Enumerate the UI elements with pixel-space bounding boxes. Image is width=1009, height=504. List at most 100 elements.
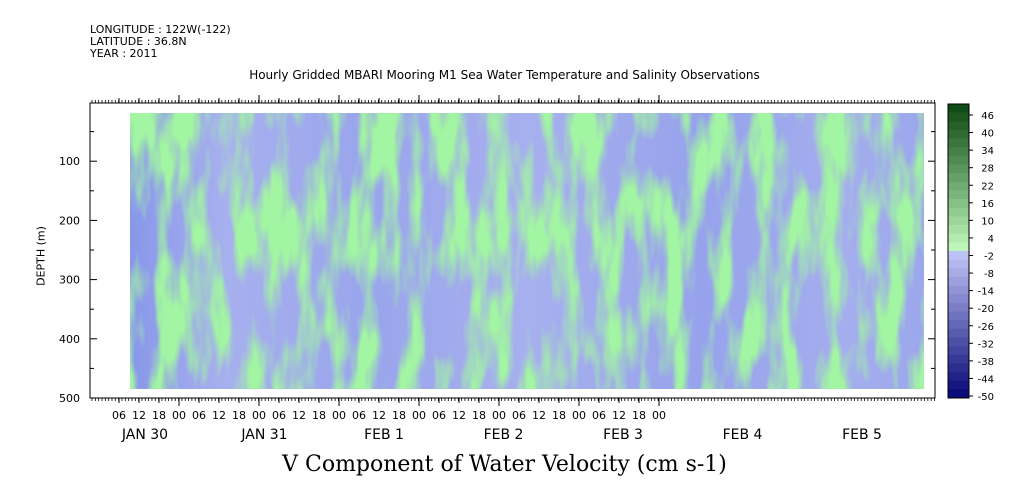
colorbar-label: -38	[978, 357, 994, 368]
x-hour-label: 06	[192, 409, 206, 422]
colorbar-label: 16	[981, 199, 994, 210]
colorbar-bin	[948, 311, 969, 321]
colorbar-bin	[948, 155, 969, 165]
colorbar-label: 22	[981, 181, 994, 192]
colorbar-bin	[948, 302, 969, 312]
colorbar-label: 46	[981, 111, 994, 122]
x-hour-label: 00	[572, 409, 586, 422]
x-hour-labels: 06 12 18 00 06 12 18 00 06 12 18 00 06 12 18 00 06 12 18 00…	[112, 409, 666, 422]
colorbar-label: -26	[978, 322, 994, 333]
colorbar-label: -2	[984, 252, 994, 263]
y-tick-label: 300	[59, 274, 80, 287]
colorbar: 46 40 34 28 22 16 10 4 -2 -8 -14 -20 -26 -32 -38 -44 -50	[947, 103, 994, 403]
x-day-label: FEB 5	[842, 427, 882, 443]
colorbar-bin	[948, 328, 969, 338]
x-hour-label: 00	[332, 409, 346, 422]
x-hour-label: 06	[352, 409, 366, 422]
colorbar-bin	[948, 320, 969, 330]
x-hour-label: 06	[592, 409, 606, 422]
colorbar-label: -32	[978, 339, 994, 350]
colorbar-bin	[948, 181, 969, 191]
colorbar-label: -44	[978, 374, 994, 385]
colorbar-bin	[948, 251, 969, 260]
x-hour-label: 12	[212, 409, 226, 422]
x-hour-label: 06	[432, 409, 446, 422]
colorbar-bin	[948, 285, 969, 295]
colorbar-bin	[948, 380, 969, 390]
colorbar-bin	[948, 112, 969, 122]
colorbar-bin	[948, 337, 969, 347]
colorbar-label: 40	[981, 129, 994, 140]
colorbar-label: 28	[981, 164, 994, 175]
x-hour-label: 00	[252, 409, 266, 422]
colorbar-bin	[948, 346, 969, 356]
colorbar-bin	[948, 138, 969, 148]
y-tick-labels: 100 200 300 400 500	[59, 155, 80, 405]
colorbar-frame	[947, 103, 970, 399]
latitude-text: LATITUDE : 36.8N	[90, 35, 187, 48]
colorbar-label: -8	[984, 269, 994, 280]
x-hour-label: 12	[452, 409, 466, 422]
colorbar-bin	[948, 147, 969, 157]
colorbar-bin	[948, 216, 969, 226]
year-text: YEAR : 2011	[90, 47, 158, 60]
x-hour-label: 18	[312, 409, 326, 422]
x-day-label: FEB 2	[484, 427, 524, 443]
x-hour-label: 00	[412, 409, 426, 422]
colorbar-bin	[948, 268, 969, 278]
colorbar-label: -50	[978, 392, 994, 403]
x-hour-label: 12	[132, 409, 146, 422]
x-hour-label: 18	[392, 409, 406, 422]
x-hour-label: 18	[552, 409, 566, 422]
axis-ticks	[90, 95, 935, 406]
colorbar-bin	[948, 104, 969, 113]
x-day-label: JAN 30	[121, 427, 168, 443]
x-day-label: FEB 4	[723, 427, 763, 443]
colorbar-bin	[948, 121, 969, 131]
colorbar-bin	[948, 363, 969, 373]
x-hour-label: 18	[472, 409, 486, 422]
x-hour-label: 12	[612, 409, 626, 422]
colorbar-bin	[948, 259, 969, 269]
colorbar-label: 34	[981, 146, 994, 157]
positive-velocity-regions	[130, 113, 924, 389]
x-day-label: FEB 1	[364, 427, 404, 443]
colorbar-bin	[948, 276, 969, 286]
x-hour-label: 06	[112, 409, 126, 422]
colorbar-bin	[948, 242, 969, 252]
x-hour-label: 18	[152, 409, 166, 422]
colorbar-bin	[948, 225, 969, 235]
x-day-label: JAN 31	[240, 427, 287, 443]
x-hour-label: 18	[232, 409, 246, 422]
longitude-text: LONGITUDE : 122W(-122)	[90, 23, 231, 36]
colorbar-bin	[948, 199, 969, 209]
x-day-labels: JAN 30 JAN 31 FEB 1 FEB 2 FEB 3 FEB 4 FEB 5	[121, 427, 882, 443]
y-tick-label: 500	[59, 392, 80, 405]
colorbar-bin	[948, 190, 969, 200]
y-tick-label: 200	[59, 214, 80, 227]
colorbar-label: -20	[978, 304, 994, 315]
x-hour-label: 06	[272, 409, 286, 422]
colorbar-bin	[948, 207, 969, 217]
colorbar-label: 10	[981, 216, 994, 227]
x-hour-label: 06	[512, 409, 526, 422]
x-hour-label: 12	[532, 409, 546, 422]
colorbar-bin	[948, 233, 969, 243]
x-hour-label: 00	[172, 409, 186, 422]
x-hour-label: 00	[492, 409, 506, 422]
colorbar-bin	[948, 372, 969, 382]
x-hour-label: 00	[652, 409, 666, 422]
plot-area	[89, 102, 936, 399]
x-hour-label: 12	[372, 409, 386, 422]
x-day-label: FEB 3	[603, 427, 643, 443]
colorbar-bin	[948, 354, 969, 364]
colorbar-bin	[948, 294, 969, 304]
colorbar-bin	[948, 164, 969, 174]
colorbar-label: -14	[978, 287, 994, 298]
y-tick-label: 400	[59, 333, 80, 346]
x-hour-label: 12	[292, 409, 306, 422]
colorbar-bin	[948, 129, 969, 139]
colorbar-bin	[948, 173, 969, 183]
x-axis-label: V Component of Water Velocity (cm s-1)	[282, 452, 727, 477]
